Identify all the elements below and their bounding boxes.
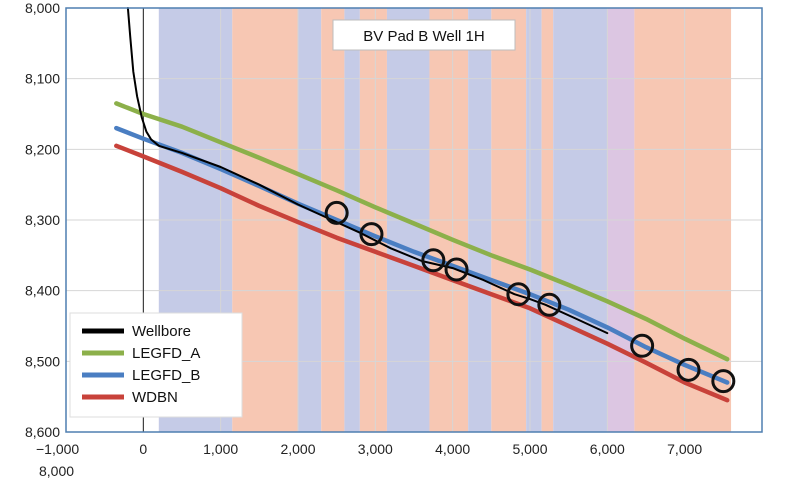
marker-circle-5 [537,292,562,317]
series-lines [114,7,730,403]
marker-circle-3 [444,257,469,282]
y-tick-label-4: 8,400 [25,283,60,299]
marker-circle-1 [359,222,384,247]
series-wellbore [126,7,609,335]
x-tick-label-5: 4,000 [435,441,470,457]
y-tick-label-1: 8,100 [25,71,60,87]
x-tick-label-7: 6,000 [590,441,625,457]
marker-circle-7 [676,357,701,382]
x-tick-label-2: 1,000 [203,441,238,457]
x-tick-label-8: 7,000 [667,441,702,457]
chart-title: BV Pad B Well 1H [363,28,484,45]
x-tick-label-4: 3,000 [358,441,393,457]
marker-circle-4 [506,282,531,307]
y-tick-label-0: 8,000 [25,0,60,16]
legend-label-legfd-b: LEGFD_B [132,367,200,384]
marker-circle-6 [630,333,655,358]
chart-title-box: BV Pad B Well 1H [332,19,516,51]
markers [324,200,736,394]
y-tick-label-2: 8,200 [25,141,60,157]
y-axis-ticks: 8,000 8,100 8,200 8,300 8,400 8,500 8,600 [25,0,60,440]
series-legfd-b [114,125,730,385]
x-tick-label-6: 5,000 [512,441,547,457]
x-tick-label-9: 8,000 [39,463,74,479]
marker-circle-2 [421,248,446,273]
y-tick-label-6: 8,600 [25,424,60,440]
x-tick-label-1: 0 [139,441,147,457]
legend: Wellbore LEGFD_A LEGFD_B WDBN [69,312,243,418]
marker-circle-0 [324,200,349,225]
series-legfd-a [114,101,730,362]
x-tick-label-0: −1,000 [36,441,79,457]
x-axis-ticks: −1,000 0 1,000 2,000 3,000 4,000 5,000 6,000 7,0… [36,441,702,479]
marker-circle-8 [711,369,736,394]
y-tick-label-5: 8,500 [25,353,60,369]
series-wdbn [114,143,730,403]
legend-label-wdbn: WDBN [132,389,178,406]
legend-label-legfd-a: LEGFD_A [132,345,200,362]
legend-label-wellbore: Wellbore [132,323,191,340]
plot-frame [65,7,763,433]
x-tick-label-3: 2,000 [280,441,315,457]
y-tick-label-3: 8,300 [25,212,60,228]
